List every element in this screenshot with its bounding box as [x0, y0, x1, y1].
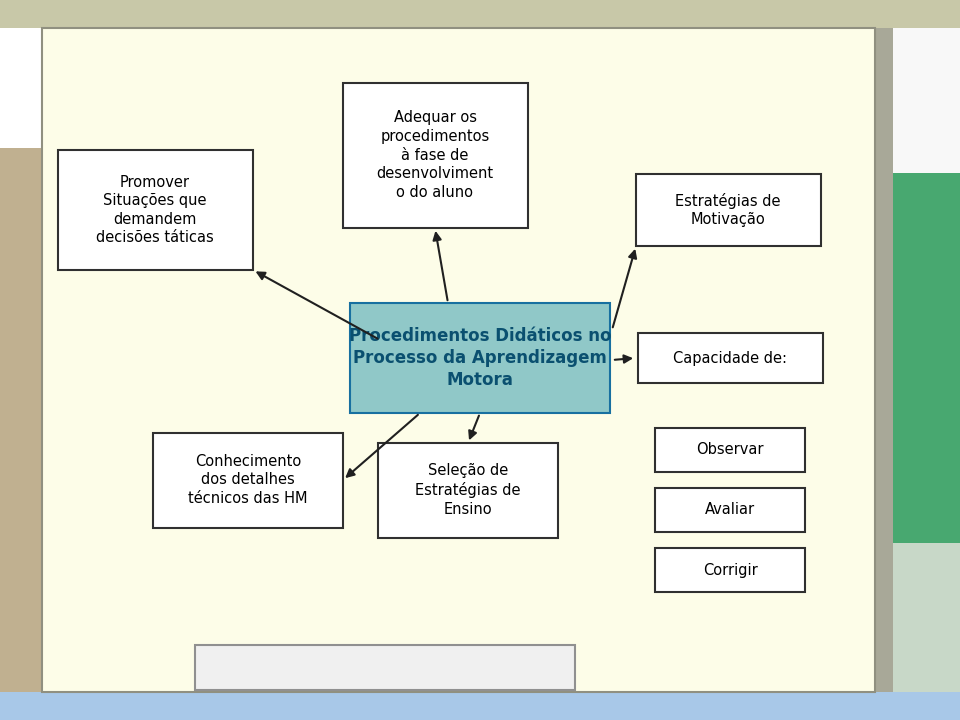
Text: Seleção de
Estratégias de
Ensino: Seleção de Estratégias de Ensino: [416, 463, 520, 517]
Bar: [0, 28, 42, 148]
Text: Promover
Situações que
demandem
decisões táticas: Promover Situações que demandem decisões…: [96, 175, 214, 246]
Bar: [0, 0, 960, 28]
Bar: [637, 333, 823, 383]
Bar: [636, 174, 821, 246]
Text: Adequar os
procedimentos
à fase de
desenvolviment
o do aluno: Adequar os procedimentos à fase de desen…: [376, 110, 493, 199]
Text: Procedimentos Didáticos no
Processo da Aprendizagem
Motora: Procedimentos Didáticos no Processo da A…: [348, 327, 612, 390]
Bar: [343, 83, 527, 228]
Bar: [875, 28, 893, 692]
Bar: [655, 428, 805, 472]
Text: Conhecimento
dos detalhes
técnicos das HM: Conhecimento dos detalhes técnicos das H…: [188, 454, 308, 506]
Bar: [655, 488, 805, 532]
Text: Estratégias de
Motivação: Estratégias de Motivação: [675, 193, 780, 228]
Bar: [195, 645, 575, 690]
Bar: [893, 28, 960, 173]
Text: Corrigir: Corrigir: [703, 562, 757, 577]
Text: Capacidade de:: Capacidade de:: [673, 351, 787, 366]
Bar: [893, 173, 960, 543]
Bar: [378, 443, 558, 538]
Bar: [153, 433, 343, 528]
Bar: [42, 174, 127, 692]
Bar: [350, 303, 610, 413]
Bar: [42, 28, 875, 692]
Bar: [893, 543, 960, 692]
Bar: [0, 692, 960, 720]
Text: Observar: Observar: [696, 443, 764, 457]
Bar: [655, 548, 805, 592]
Bar: [42, 28, 127, 74]
Bar: [58, 150, 252, 270]
Bar: [0, 148, 42, 692]
Bar: [42, 74, 127, 174]
Text: Avaliar: Avaliar: [705, 503, 756, 518]
